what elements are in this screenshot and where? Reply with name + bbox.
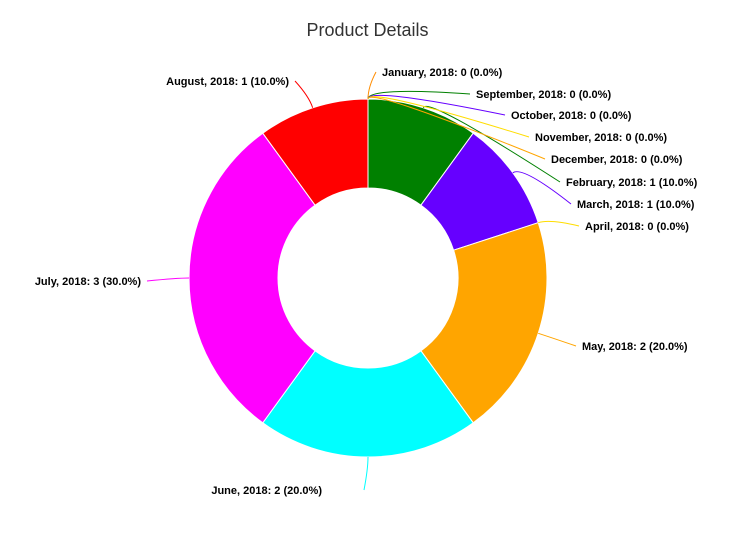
label-september-2018: September, 2018: 0 (0.0%) [476, 89, 611, 101]
label-october-2018: October, 2018: 0 (0.0%) [511, 110, 632, 122]
label-july-2018: July, 2018: 3 (30.0%) [35, 276, 142, 288]
leader-line-december-2018 [367, 96, 546, 160]
leader-lines-group [146, 71, 580, 491]
label-june-2018: June, 2018: 2 (20.0%) [211, 485, 322, 497]
label-november-2018: November, 2018: 0 (0.0%) [535, 132, 667, 144]
label-march-2018: March, 2018: 1 (10.0%) [577, 199, 695, 211]
label-february-2018: February, 2018: 1 (10.0%) [566, 177, 698, 189]
slice-june-2018[interactable] [262, 350, 474, 458]
leader-line-april-2018 [538, 220, 580, 227]
slice-may-2018[interactable] [420, 222, 548, 424]
leader-line-january-2018 [367, 71, 377, 100]
slice-july-2018[interactable] [188, 132, 316, 424]
label-january-2018: January, 2018: 0 (0.0%) [382, 67, 503, 79]
slices-group [188, 98, 548, 458]
leader-line-august-2018 [294, 80, 314, 108]
leader-line-may-2018 [538, 332, 577, 347]
labels-group: January, 2018: 0 (0.0%) February, 2018: 1… [35, 67, 698, 497]
label-april-2018: April, 2018: 0 (0.0%) [585, 221, 689, 233]
leader-line-june-2018 [363, 456, 369, 491]
chart-title: Product Details [306, 20, 429, 40]
leader-line-march-2018 [512, 171, 572, 205]
label-december-2018: December, 2018: 0 (0.0%) [551, 154, 683, 166]
label-august-2018: August, 2018: 1 (10.0%) [166, 76, 289, 88]
slice-august-2018[interactable] [262, 98, 369, 206]
label-may-2018: May, 2018: 2 (20.0%) [582, 341, 688, 353]
leader-line-july-2018 [146, 277, 190, 282]
